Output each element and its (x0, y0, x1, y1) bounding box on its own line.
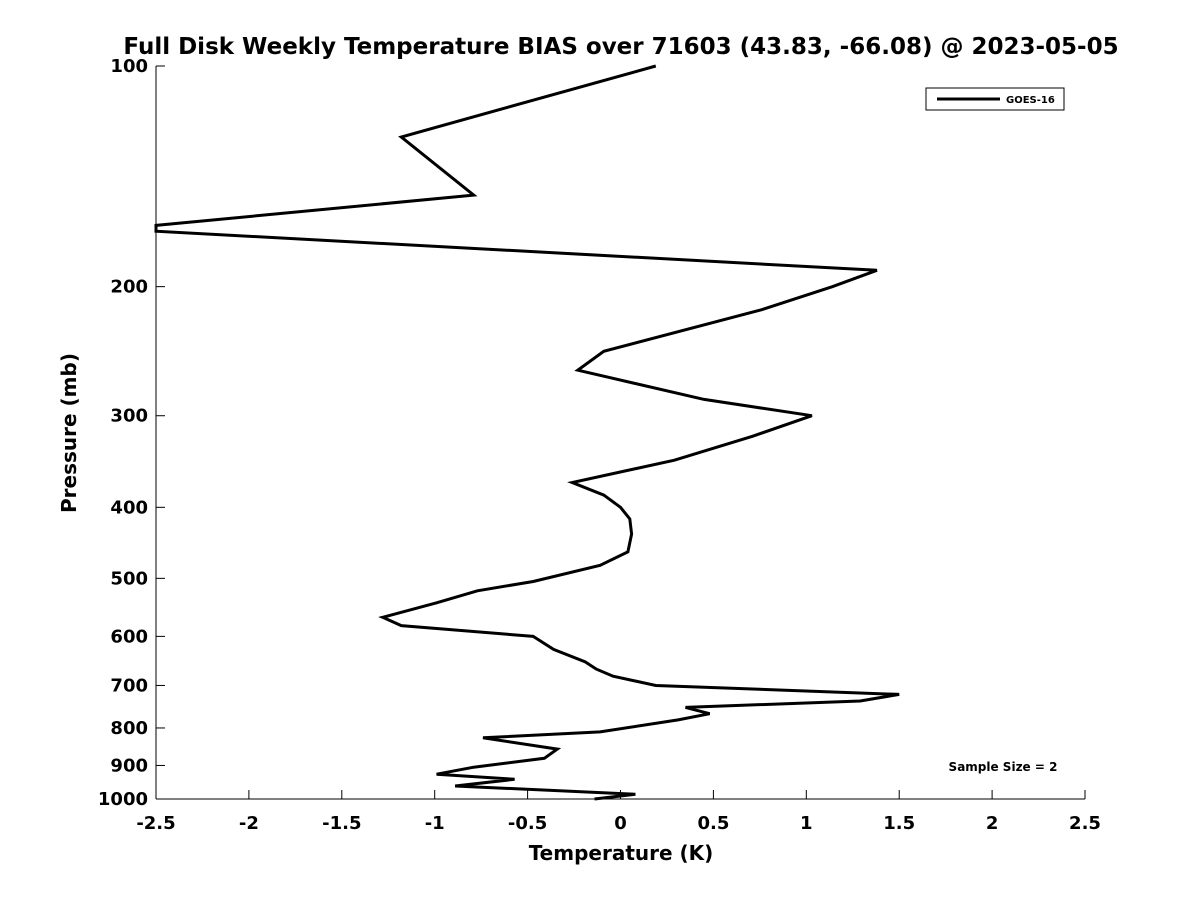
y-tick-label: 1000 (98, 789, 148, 810)
x-tick-label: 2 (986, 813, 999, 834)
sample-size-annotation: Sample Size = 2 (949, 760, 1058, 774)
x-tick-label: -2 (239, 813, 259, 834)
x-tick-label: -0.5 (508, 813, 547, 834)
y-tick-label: 100 (110, 56, 148, 77)
y-tick-label: 900 (110, 755, 148, 776)
y-tick-label: 400 (110, 497, 148, 518)
y-axis-label: Pressure (mb) (57, 353, 81, 513)
x-tick-label: 2.5 (1069, 813, 1101, 834)
y-tick-label: 300 (110, 406, 148, 427)
legend: GOES-16 (925, 87, 1065, 111)
y-tick-label: 200 (110, 277, 148, 298)
x-tick-label: 0 (614, 813, 627, 834)
legend-label: GOES-16 (1006, 95, 1055, 106)
y-tick-label: 500 (110, 568, 148, 589)
x-axis-label: Temperature (K) (529, 841, 714, 865)
y-tick-label: 700 (110, 675, 148, 696)
x-tick-label: -1 (425, 813, 445, 834)
axes: -2.5 -2 -1.5 -1 -0.5 0 0.5 1 1.5 2 2.5 100 200 300 400… (98, 56, 1101, 834)
x-tick-label: -1.5 (322, 813, 361, 834)
y-tick-label: 600 (110, 626, 148, 647)
x-tick-label: 1.5 (883, 813, 915, 834)
x-tick-label: 0.5 (697, 813, 729, 834)
x-tick-label: -2.5 (136, 813, 175, 834)
series-line-goes16 (154, 64, 900, 801)
x-tick-label: 1 (800, 813, 813, 834)
y-tick-label: 800 (110, 718, 148, 739)
plot-area (154, 64, 900, 801)
chart-title: Full Disk Weekly Temperature BIAS over 7… (123, 34, 1118, 60)
